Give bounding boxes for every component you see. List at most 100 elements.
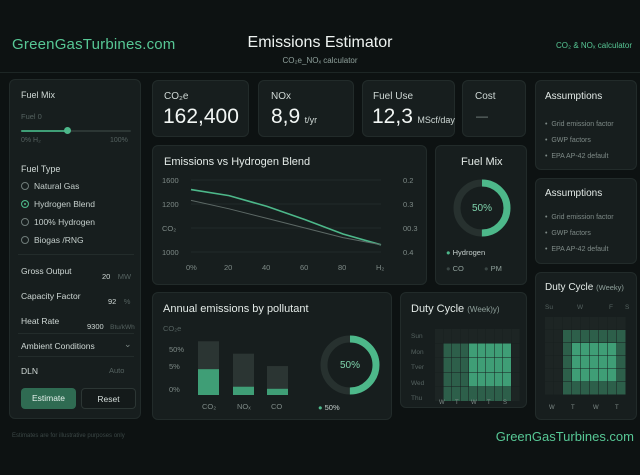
pollutant-y-label: CO₂e — [163, 324, 182, 333]
kpi-nox-value: 8,9 — [271, 105, 301, 128]
slider-min-label: 0% H₂ — [21, 137, 41, 144]
heatmap-cell — [572, 330, 581, 343]
heatmap-cell — [617, 317, 626, 330]
heatmap-cell — [554, 343, 563, 356]
heatmap-cell — [477, 358, 486, 372]
series-line-1 — [190, 188, 382, 246]
heatmap-x-label: T — [615, 405, 619, 411]
heatmap-cell — [443, 343, 452, 358]
heatmap-cell — [617, 369, 626, 382]
y-right-tick-label: 0.4 — [403, 248, 413, 257]
heatmap-cell — [572, 317, 581, 330]
pollutant-bar-chart: 50% 5% 0% CO₂ NOₓ CO — [169, 341, 288, 411]
heatmap-cell — [599, 317, 608, 330]
radio-biogas-rng[interactable]: Biogas /RNG — [21, 235, 84, 245]
assumption-item: • GWP factors — [545, 137, 591, 144]
heatmap-cell — [452, 358, 460, 372]
heat-rate-label: Heat Rate — [21, 316, 60, 326]
heatmap-cell — [554, 317, 563, 330]
assumptions-list: • Grid emission factor • GWP factors • E… — [545, 210, 614, 258]
kpi-fuel-use-label: Fuel Use — [373, 91, 414, 102]
radio-label: Natural Gas — [34, 181, 80, 191]
heatmap-cell — [617, 343, 626, 356]
kpi-co2e-label: CO₂e — [164, 91, 189, 102]
estimate-button[interactable]: Estimate — [21, 388, 76, 409]
assumptions-card: Assumptions • Grid emission factor • GWP… — [535, 80, 637, 170]
x-category-label: NOₓ — [237, 402, 251, 411]
heatmap-cell — [494, 372, 503, 387]
heatmap-cell — [581, 369, 590, 382]
kpi-fuel-use-readout: 12,3 MScf/day — [372, 105, 455, 129]
heatmap-cell — [469, 358, 477, 372]
heatmap-cell — [511, 358, 520, 372]
heatmap-cell — [435, 343, 443, 358]
x-tick-label: 60 — [300, 263, 308, 272]
day-label: Su — [545, 304, 553, 311]
legend-dot-icon: ● — [446, 248, 451, 257]
kpi-nox-label: NOx — [271, 91, 291, 102]
assumption-text: EPA AP-42 default — [551, 246, 609, 253]
radio-100-hydrogen[interactable]: 100% Hydrogen — [21, 217, 95, 227]
heatmap-cell — [435, 372, 443, 387]
y-tick-label: 0% — [169, 385, 180, 394]
heatmap-cell — [581, 382, 590, 395]
heatmap-cell — [503, 329, 511, 343]
bar-highlight — [198, 369, 219, 395]
legend-label: PM — [490, 264, 502, 273]
ambient-conditions-toggle[interactable]: Ambient Conditions — [21, 341, 95, 351]
pollutant-donut — [320, 335, 380, 395]
dln-select[interactable]: Auto — [109, 366, 125, 375]
gross-output-field[interactable]: 20 MW — [102, 266, 131, 284]
heatmap-cell — [563, 330, 572, 343]
duty-cycle-title-suffix: (Week)y) — [467, 305, 500, 314]
radio-label: Hydrogen Blend — [34, 199, 95, 209]
chevron-down-icon[interactable]: ⌄ — [124, 339, 132, 349]
day-label: Sun — [411, 333, 423, 340]
heatmap-cell — [608, 330, 617, 343]
legend-hydrogen: ● Hydrogen — [446, 248, 485, 257]
assumption-item: • EPA AP-42 default — [545, 246, 609, 253]
pollutant-chart-card: Annual emissions by pollutant CO₂e 50% 5%… — [152, 292, 392, 420]
heatmap-cell — [477, 329, 486, 343]
assumption-text: GWP factors — [551, 230, 591, 237]
reset-button[interactable]: Reset — [81, 388, 136, 409]
hydrogen-slider[interactable] — [21, 127, 131, 134]
kpi-fuel-use-card: Fuel Use 12,3 MScf/day — [362, 80, 455, 137]
kpi-nox-card: NOx 8,9 t/yr — [258, 80, 354, 137]
hydrogen-slider-handle[interactable] — [64, 127, 72, 134]
heatmap-cell — [563, 382, 572, 395]
divider — [18, 356, 134, 357]
capacity-factor-label: Capacity Factor — [21, 291, 81, 301]
heatmap-cell — [590, 343, 599, 356]
heatmap-cell — [554, 369, 563, 382]
heatmap-cell — [486, 358, 494, 372]
capacity-factor-value: 92 — [108, 297, 117, 306]
heatmap-x-label: T — [571, 405, 575, 411]
capacity-factor-field[interactable]: 92 % — [108, 291, 130, 309]
heatmap-x-label: W — [471, 400, 477, 405]
footer-brand-link[interactable]: GreenGasTurbines.com — [495, 429, 634, 444]
assumptions-title: Assumptions — [545, 91, 603, 102]
heat-rate-field[interactable]: 9300 Btu/kWh — [87, 316, 135, 334]
kpi-fuel-use-unit: MScf/day — [417, 115, 455, 125]
fuel-mix-card: Fuel Mix 50% ● Hydrogen ● CO ● PM — [435, 145, 527, 285]
radio-hydrogen-blend[interactable]: Hydrogen Blend — [21, 199, 95, 209]
dln-label: DLN — [21, 366, 39, 376]
heatmap-cell — [572, 356, 581, 369]
heatmap-cell — [503, 343, 511, 358]
heatmap-cell — [435, 358, 443, 372]
heatmap-cell — [581, 356, 590, 369]
heatmap-x-label: W — [439, 400, 445, 405]
legend-label: Hydrogen — [452, 248, 486, 257]
legend-label: CO — [452, 264, 464, 273]
legend-pm: ● PM — [484, 264, 502, 273]
heatmap-cell — [460, 343, 469, 358]
heatmap-cell — [486, 329, 494, 343]
hydrogen-slider-fill — [21, 130, 68, 132]
kpi-co2e-card: CO₂e 162,400 — [152, 80, 249, 137]
radio-natural-gas[interactable]: Natural Gas — [21, 181, 79, 191]
brand-logo-text[interactable]: GreenGasTurbines.com — [12, 36, 176, 53]
heatmap-cell — [563, 343, 572, 356]
heatmap-x-label: T — [455, 400, 459, 405]
x-tick-label: 0% — [186, 263, 197, 272]
